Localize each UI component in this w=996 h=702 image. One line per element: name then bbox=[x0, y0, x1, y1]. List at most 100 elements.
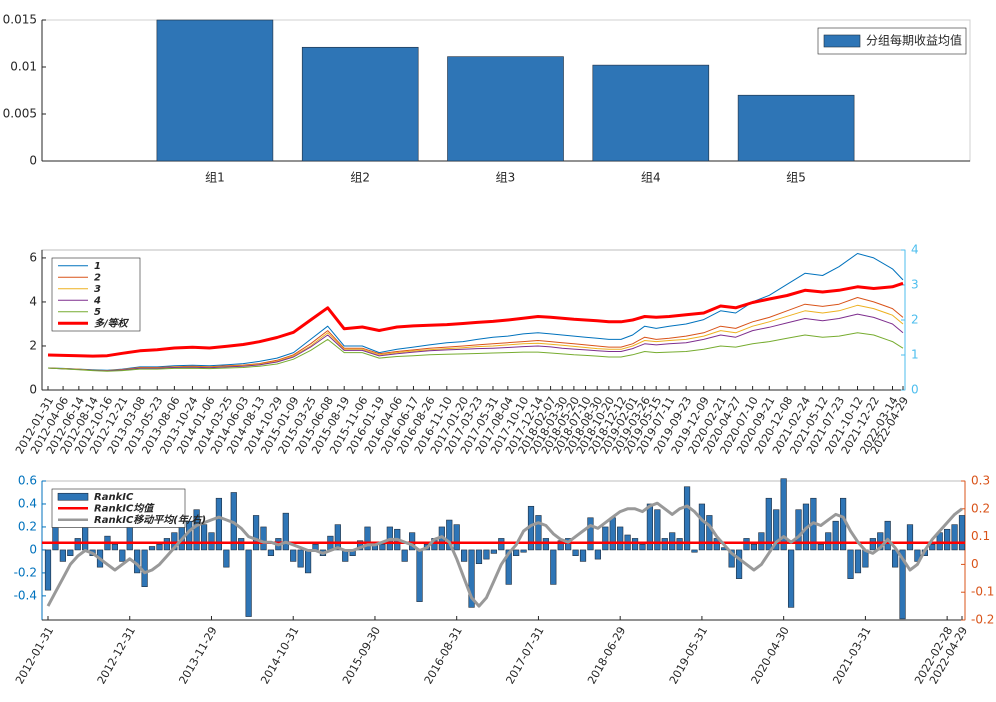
y-tick-label: 0.005 bbox=[3, 107, 37, 121]
x-tick-label: 2017-07-31 bbox=[503, 625, 546, 687]
bar bbox=[773, 509, 780, 551]
bar bbox=[301, 46, 419, 162]
y-tick-label: 0.6 bbox=[18, 474, 37, 488]
bar bbox=[854, 549, 862, 574]
bar bbox=[669, 532, 676, 551]
bar bbox=[535, 515, 542, 551]
bar bbox=[869, 538, 876, 551]
bar bbox=[111, 543, 118, 551]
bar bbox=[208, 532, 215, 551]
bar bbox=[683, 486, 691, 551]
bar bbox=[238, 538, 245, 551]
legend-label: RankIC移动平均(年/右) bbox=[94, 514, 206, 526]
legend-label: 4 bbox=[93, 295, 101, 306]
bar bbox=[639, 543, 646, 551]
y-tick-label: 0.2 bbox=[18, 519, 37, 533]
x-tick-label: 2018-06-29 bbox=[585, 625, 628, 687]
bar bbox=[475, 549, 483, 565]
bar bbox=[646, 503, 654, 551]
y-tick-label: 0.01 bbox=[10, 60, 37, 74]
bar bbox=[379, 543, 386, 551]
bar bbox=[498, 538, 505, 551]
bar bbox=[609, 517, 616, 551]
y-tick-label: 0.015 bbox=[3, 13, 37, 27]
bar bbox=[461, 549, 468, 562]
series-line bbox=[46, 501, 963, 608]
bar bbox=[215, 497, 223, 551]
bar bbox=[929, 543, 936, 551]
bar bbox=[944, 528, 951, 551]
bar bbox=[468, 549, 475, 608]
bar bbox=[126, 526, 133, 551]
bar bbox=[245, 549, 252, 617]
bar bbox=[505, 549, 512, 585]
y-tick-label: 0 bbox=[29, 383, 37, 397]
y-tick-label: 6 bbox=[29, 250, 37, 264]
bar bbox=[193, 509, 200, 551]
y-tick-label: 0.4 bbox=[18, 496, 37, 510]
bar bbox=[735, 549, 743, 579]
bar bbox=[631, 538, 639, 551]
x-tick-label: 2012-01-31 bbox=[13, 625, 56, 687]
series-line bbox=[47, 332, 904, 372]
bar bbox=[520, 549, 527, 553]
series-line bbox=[47, 297, 904, 372]
bar bbox=[267, 549, 275, 556]
x-tick-label: 组5 bbox=[786, 171, 806, 185]
x-tick-label: 2021-03-31 bbox=[830, 625, 873, 687]
y-tick-label: -0.2 bbox=[14, 565, 37, 579]
bar bbox=[223, 549, 230, 568]
y2-tick-label: 0.2 bbox=[971, 501, 990, 515]
bar bbox=[447, 56, 564, 162]
bar bbox=[542, 538, 549, 551]
bar bbox=[899, 549, 906, 620]
bar bbox=[290, 549, 297, 562]
bar bbox=[565, 538, 572, 551]
series-line bbox=[47, 281, 904, 358]
bar bbox=[416, 549, 423, 602]
y2-tick-label: 4 bbox=[911, 243, 919, 257]
y-tick-label: 0 bbox=[29, 542, 37, 556]
bar bbox=[698, 503, 706, 551]
x-tick-label: 2012-12-31 bbox=[95, 625, 138, 687]
bar bbox=[163, 538, 170, 551]
x-tick-label: 2015-09-30 bbox=[340, 625, 383, 687]
x-tick-label: 2013-11-29 bbox=[176, 625, 219, 687]
bar bbox=[409, 532, 416, 551]
bar bbox=[676, 538, 683, 551]
bar bbox=[758, 532, 765, 551]
bar bbox=[401, 549, 408, 562]
bar bbox=[156, 543, 163, 551]
bar bbox=[74, 538, 81, 551]
bar bbox=[282, 512, 289, 551]
bar bbox=[951, 524, 958, 551]
y-tick-label: 2 bbox=[29, 338, 37, 352]
y2-tick-label: -0.1 bbox=[971, 585, 994, 599]
bar bbox=[958, 515, 966, 551]
bar bbox=[513, 549, 520, 556]
bar bbox=[550, 549, 557, 585]
bar bbox=[780, 478, 787, 551]
legend-swatch bbox=[57, 492, 89, 501]
bar bbox=[825, 532, 832, 551]
bar bbox=[364, 526, 371, 551]
legend-label: 5 bbox=[94, 307, 101, 318]
x-tick-label: 组3 bbox=[496, 171, 516, 185]
legend-label: 2 bbox=[94, 272, 101, 283]
y2-tick-label: 0 bbox=[971, 557, 979, 571]
bar bbox=[906, 524, 914, 551]
legend-label: 多/等权 bbox=[94, 317, 130, 329]
bar bbox=[453, 524, 460, 551]
bar bbox=[592, 64, 710, 162]
legend-label: 3 bbox=[94, 284, 101, 295]
bar bbox=[743, 538, 750, 551]
bar bbox=[817, 543, 824, 551]
bar bbox=[52, 526, 59, 551]
bar bbox=[765, 497, 772, 551]
bar bbox=[260, 526, 267, 551]
bar bbox=[297, 549, 304, 568]
bar bbox=[587, 517, 594, 551]
y2-tick-label: 0 bbox=[911, 383, 919, 397]
bar bbox=[750, 543, 758, 551]
